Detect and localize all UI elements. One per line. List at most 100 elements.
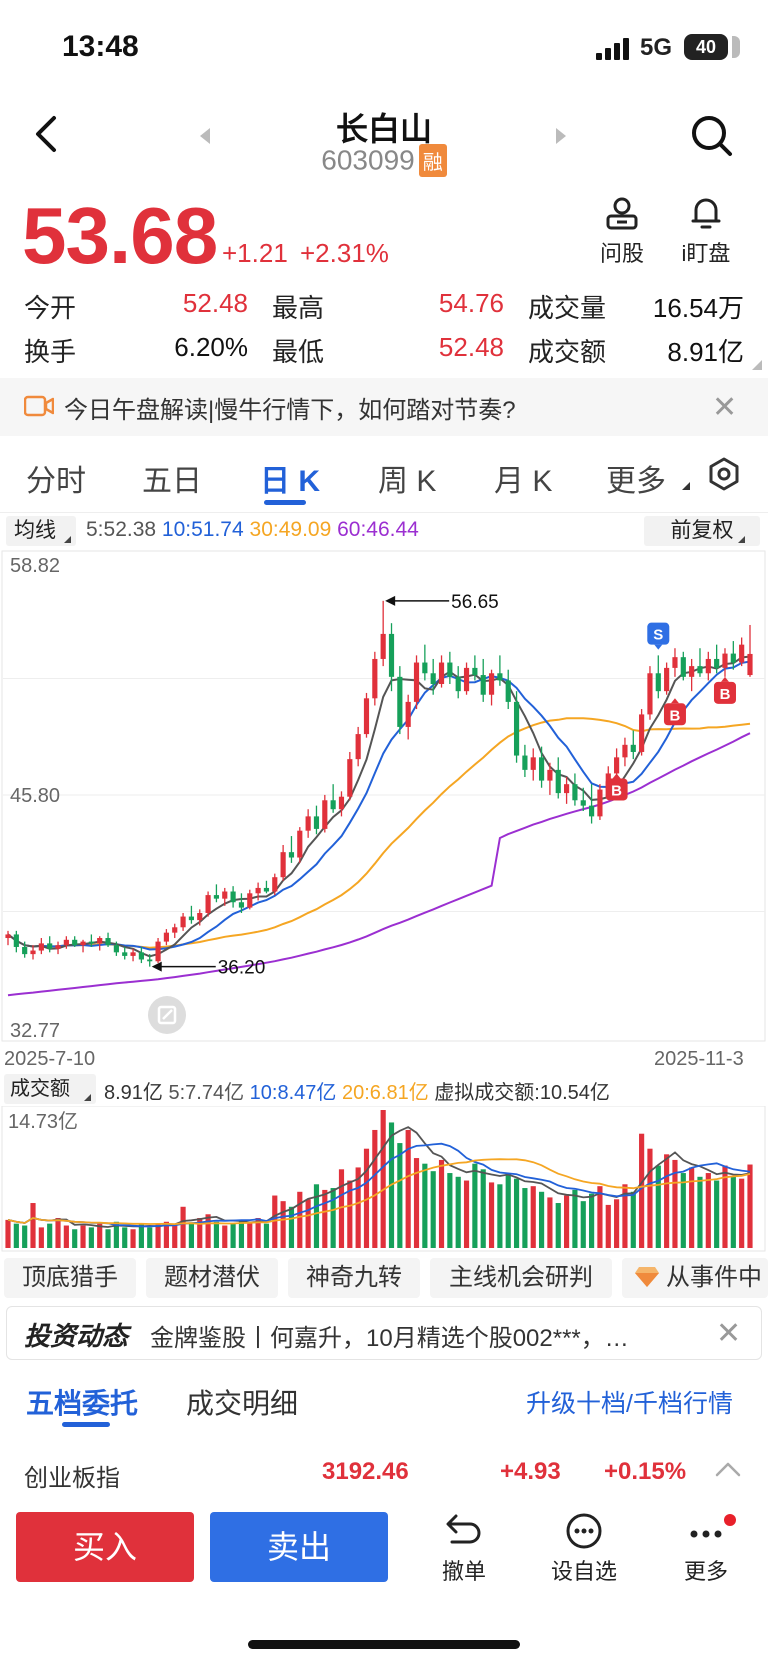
news-strip[interactable] xyxy=(6,1306,762,1360)
network-type: 5G xyxy=(640,34,673,61)
back-arrow-icon[interactable] xyxy=(32,114,62,154)
candle-body xyxy=(397,676,403,727)
tab-five-day[interactable]: 五日 xyxy=(142,465,202,498)
candle-body xyxy=(413,662,420,702)
next-stock-icon[interactable] xyxy=(556,128,566,144)
ask-stock-button[interactable]: 问股 xyxy=(582,196,662,268)
tab-more[interactable]: 更多 xyxy=(606,465,666,498)
candle-body xyxy=(338,796,345,810)
tag-mainline-research[interactable]: 主线机会研判 xyxy=(430,1258,612,1298)
marker-badge xyxy=(663,703,686,726)
open-value: 52.48 xyxy=(182,288,248,318)
volume-chart[interactable]: 14.73亿 xyxy=(0,1106,768,1252)
candle-body xyxy=(455,676,461,692)
volume-select[interactable]: 成交额 xyxy=(4,1074,96,1104)
settings-hex-icon[interactable] xyxy=(706,456,742,492)
tab-weekly-k[interactable]: 周 K xyxy=(378,465,437,498)
candle-body xyxy=(672,657,678,668)
tab-five-level[interactable]: 五档委托 xyxy=(26,1388,139,1419)
more-button[interactable]: 更多 xyxy=(666,1512,746,1586)
undo-icon xyxy=(446,1514,481,1544)
candle xyxy=(238,893,245,913)
volume-bar xyxy=(97,1223,103,1248)
kline-chart[interactable]: S B B B 58.82 45.80 32.77 56.65 36.20 xyxy=(0,550,768,1042)
candle-body xyxy=(113,945,119,953)
volume-bar xyxy=(63,1225,69,1248)
news-text[interactable]: 金牌鉴股丨何嘉升，10月精选个股002***，… xyxy=(150,1325,629,1352)
candle xyxy=(563,777,570,804)
tab-trade-detail[interactable]: 成交明细 xyxy=(186,1388,299,1419)
candle-body xyxy=(513,701,520,756)
ma10-line xyxy=(7,660,751,951)
index-change: +4.93 xyxy=(500,1458,561,1485)
candle-body xyxy=(488,673,495,695)
upgrade-link[interactable]: 升级十档/千档行情 xyxy=(526,1390,733,1418)
candle xyxy=(147,954,153,967)
x-axis-start: 2025-7-10 xyxy=(4,1048,96,1070)
expand-corner-icon[interactable] xyxy=(752,360,762,370)
candle xyxy=(55,941,61,955)
vol-ma5: 5:7.74亿 xyxy=(168,1082,245,1104)
person-icon xyxy=(606,197,638,230)
high-annotation-label: 56.65 xyxy=(451,592,499,613)
tag-top-bottom-hunter[interactable]: 顶底猎手 xyxy=(4,1258,136,1298)
sell-button[interactable]: 卖出 xyxy=(210,1512,388,1582)
volume-bar xyxy=(347,1180,353,1248)
candle-body xyxy=(322,800,328,829)
banner-text[interactable]: 今日午盘解读|慢牛行情下，如何踏对节奏? xyxy=(64,397,516,424)
candle xyxy=(747,624,753,677)
stock-code: 603099 xyxy=(321,144,415,176)
buy-marker: B xyxy=(663,698,686,726)
candle xyxy=(347,751,353,801)
candle xyxy=(447,651,453,685)
more-label: 更多 xyxy=(683,1559,728,1584)
ma5-line xyxy=(7,655,751,958)
draw-tool-button[interactable] xyxy=(148,996,186,1034)
candle xyxy=(639,709,645,756)
candle xyxy=(538,746,545,788)
candle xyxy=(188,905,195,924)
prev-stock-icon[interactable] xyxy=(200,128,210,144)
candle-body xyxy=(255,887,261,894)
high-annotation-arrow-icon xyxy=(385,595,396,606)
margin-badge: 融 xyxy=(418,144,447,177)
volume-bar xyxy=(247,1221,253,1248)
candle xyxy=(163,929,169,946)
chevron-up-icon[interactable] xyxy=(714,1460,742,1478)
cancel-order-label: 撤单 xyxy=(441,1559,486,1584)
watch-button[interactable]: i盯盘 xyxy=(666,196,746,268)
news-banner[interactable] xyxy=(0,378,768,436)
ma5-value: 5:52.38 xyxy=(86,518,157,541)
search-icon[interactable] xyxy=(690,114,734,158)
tag-magic-nine[interactable]: 神奇九转 xyxy=(288,1258,420,1298)
candle-body xyxy=(147,959,153,962)
tag-from-event[interactable]: 从事件中 xyxy=(622,1258,768,1298)
tag-theme-ambush[interactable]: 题材潜伏 xyxy=(146,1258,278,1298)
x-axis-end: 2025-11-3 xyxy=(654,1048,744,1070)
candle-body xyxy=(313,816,320,829)
buy-button[interactable]: 买入 xyxy=(16,1512,194,1582)
bell-icon xyxy=(691,198,721,229)
volume-bar xyxy=(355,1167,361,1248)
candle-body xyxy=(130,952,136,956)
cancel-order-button[interactable]: 撤单 xyxy=(424,1512,504,1586)
volume-label: 成交量 xyxy=(528,293,607,323)
candle xyxy=(197,909,203,926)
tab-monthly-k[interactable]: 月 K xyxy=(494,465,553,498)
banner-close-icon[interactable]: ✕ xyxy=(712,391,738,424)
marker-badge xyxy=(647,622,670,645)
candle xyxy=(380,600,386,667)
ma60-line xyxy=(7,732,751,997)
add-favorite-button[interactable]: 设自选 xyxy=(544,1512,624,1586)
tab-intraday[interactable]: 分时 xyxy=(26,465,86,498)
news-close-icon[interactable]: ✕ xyxy=(716,1317,742,1350)
ask-stock-label: 问股 xyxy=(599,241,644,266)
tab-daily-k[interactable]: 日 K xyxy=(260,465,320,498)
candle-body xyxy=(580,800,586,806)
adjust-caret-icon xyxy=(738,536,745,543)
ma30-value: 30:49.09 xyxy=(249,518,332,541)
candle-body xyxy=(180,916,186,928)
candle xyxy=(455,666,461,699)
ma-caret-icon xyxy=(64,536,71,543)
candle-body xyxy=(205,895,211,913)
